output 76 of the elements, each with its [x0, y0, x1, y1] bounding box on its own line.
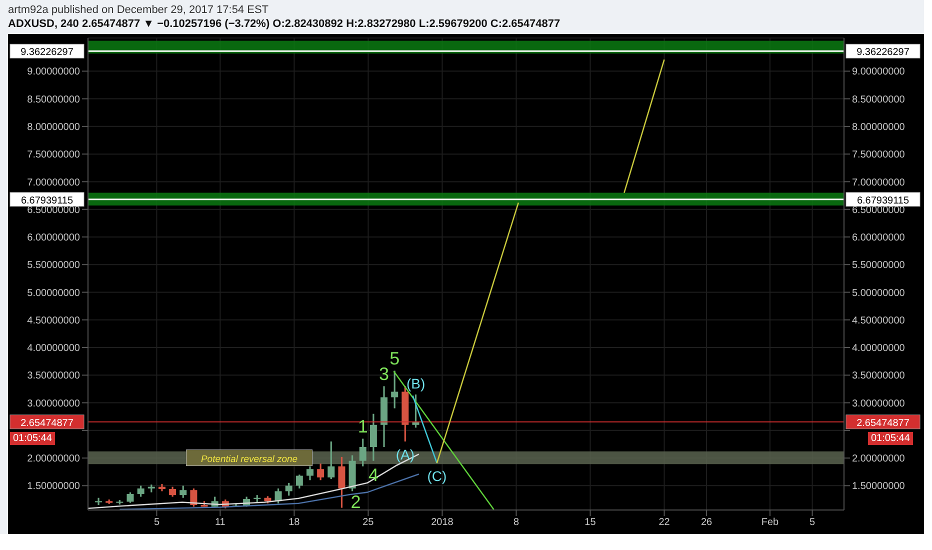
y2-tick-label: 7.50000000	[852, 150, 906, 161]
y2-tick-label: 1.50000000	[852, 481, 906, 492]
candlestick	[412, 394, 420, 428]
candlestick	[338, 456, 346, 509]
annotation: (B)	[406, 375, 426, 392]
x-tick-label: 25	[362, 517, 374, 528]
candlestick	[274, 488, 282, 504]
candlestick	[137, 484, 144, 498]
y-tick-label: 8.00000000	[27, 122, 80, 133]
annotation: 2	[350, 492, 361, 512]
y-tick-label: 4.50000000	[27, 315, 80, 326]
candlestick	[126, 492, 134, 504]
candlestick	[285, 482, 292, 496]
x-tick-label: 11	[214, 517, 226, 528]
x-tick-label: 5	[810, 517, 816, 528]
y-tick-label: 2.00000000	[27, 454, 80, 465]
candlestick	[359, 438, 366, 468]
annotation: 5	[390, 348, 400, 369]
ref-line-label: 9.36226297	[856, 47, 910, 58]
y2-tick-label: 7.00000000	[852, 177, 906, 188]
text: 6.67939115	[20, 195, 74, 206]
candlestick	[391, 370, 398, 410]
y2-tick-label: 6.50000000	[852, 204, 906, 216]
annotation: 1	[358, 416, 368, 437]
x-tick-label: Feb	[761, 517, 780, 528]
y2-tick-label: 3.50000000	[852, 370, 906, 382]
y2-tick-label: 8.00000000	[852, 122, 906, 133]
x-tick-label: 22	[658, 517, 670, 528]
candlestick	[95, 497, 102, 506]
text: 9.36226297	[20, 47, 74, 58]
y2-tick-label: 8.50000000	[852, 94, 906, 106]
y2-tick-label: 3.00000000	[852, 398, 906, 410]
x-tick-label: 26	[700, 517, 713, 528]
y2-tick-label: 6.00000000	[852, 232, 906, 244]
y-tick-label: 8.50000000	[27, 94, 80, 106]
annotation: (A)	[396, 446, 415, 462]
y-tick-label: 5.00000000	[27, 288, 80, 299]
x-tick-label: 5	[154, 517, 160, 528]
y-tick-label: 3.00000000	[27, 398, 80, 410]
chart-subtitle: ADXUSD, 240 2.65474877 ▼ −0.10257196 (−3.72%) O:2.82430892 H:2.83272980 L:2.59679200 C:2.65474877	[8, 18, 562, 32]
x-tick-label: 15	[584, 517, 596, 528]
y2-tick-label: 4.00000000	[852, 343, 906, 354]
candlestick	[317, 462, 324, 481]
y-tick-label: 6.50000000	[27, 204, 80, 216]
band-label: Potential reversal zone	[200, 454, 298, 465]
x-tick-label: 18	[288, 517, 300, 528]
y2-tick-label: 5.50000000	[852, 260, 906, 272]
candlestick	[306, 466, 314, 481]
ref-line-label: 6.67939115	[856, 195, 910, 206]
y2-tick-label: 2.00000000	[852, 454, 906, 465]
y-tick-label: 5.50000000	[27, 260, 80, 272]
annotation: (C)	[427, 468, 447, 484]
y-tick-label: 7.00000000	[27, 177, 80, 188]
annotation: 3	[379, 364, 390, 384]
y-tick-label: 9.00000000	[27, 66, 80, 78]
y2-tick-label: 5.00000000	[852, 288, 906, 299]
y-tick-label: 1.50000000	[27, 481, 80, 492]
y-tick-label: 4.00000000	[27, 343, 80, 354]
y-tick-label: 6.00000000	[27, 232, 80, 244]
y2-tick-label: 9.00000000	[852, 66, 906, 78]
candlestick	[370, 413, 377, 462]
y2-tick-label: 4.50000000	[852, 315, 906, 326]
text: 2.65474877	[20, 418, 74, 429]
candlestick	[296, 474, 303, 490]
candlestick	[169, 486, 176, 498]
text: 01:05:44	[13, 432, 52, 444]
x-tick-label: 8	[513, 517, 520, 528]
x-tick-label: 2018	[431, 517, 454, 528]
y-tick-label: 7.50000000	[27, 150, 80, 161]
candlestick	[190, 488, 198, 508]
text: 01:05:44	[868, 432, 913, 445]
candlestick	[180, 484, 187, 499]
candlestick	[328, 440, 335, 480]
chart-title: artm92a published on December 29, 2017 17:54 EST	[8, 4, 270, 18]
ref-line-label: 2.65474877	[856, 418, 910, 429]
y-tick-label: 3.50000000	[27, 370, 80, 382]
